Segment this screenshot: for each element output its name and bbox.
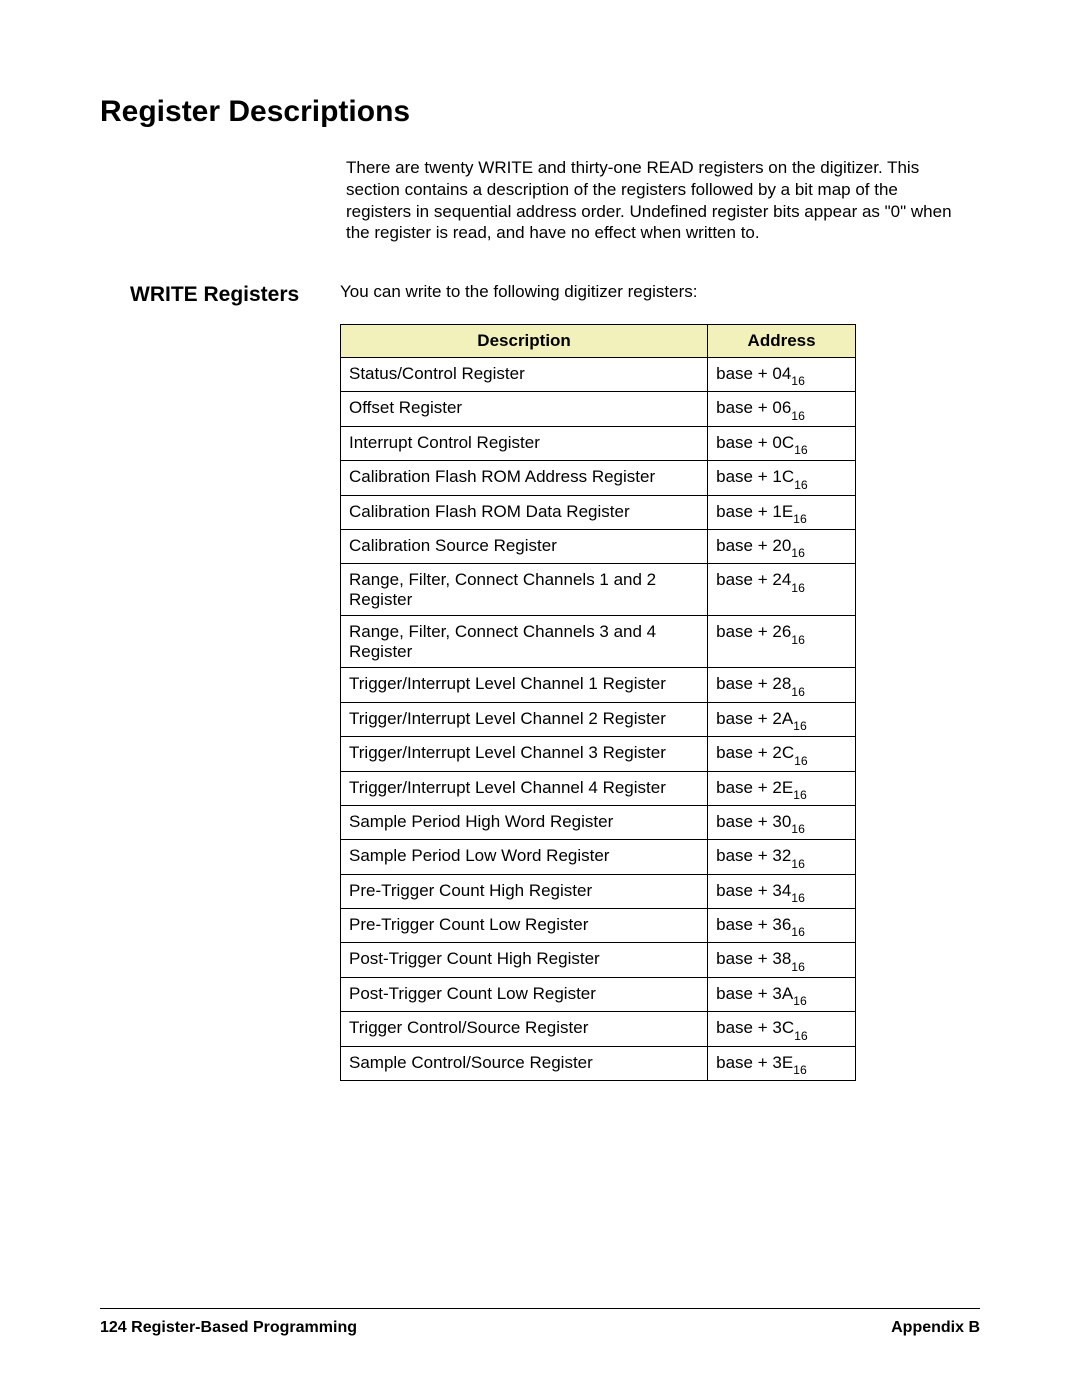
cell-address: base + 3A16: [708, 977, 856, 1011]
cell-description: Range, Filter, Connect Channels 1 and 2 …: [341, 564, 708, 616]
table-row: Trigger/Interrupt Level Channel 1 Regist…: [341, 668, 856, 702]
cell-address: base + 2A16: [708, 702, 856, 736]
table-row: Offset Registerbase + 0616: [341, 392, 856, 426]
page: Register Descriptions There are twenty W…: [0, 0, 1080, 1397]
footer-row: 124 Register-Based Programming Appendix …: [100, 1319, 980, 1337]
table-row: Range, Filter, Connect Channels 1 and 2 …: [341, 564, 856, 616]
table-row: Interrupt Control Registerbase + 0C16: [341, 426, 856, 460]
cell-description: Post-Trigger Count High Register: [341, 943, 708, 977]
cell-description: Calibration Flash ROM Address Register: [341, 461, 708, 495]
cell-description: Trigger/Interrupt Level Channel 2 Regist…: [341, 702, 708, 736]
cell-description: Sample Control/Source Register: [341, 1046, 708, 1080]
table-row: Post-Trigger Count High Registerbase + 3…: [341, 943, 856, 977]
cell-address: base + 3016: [708, 805, 856, 839]
cell-address: base + 0616: [708, 392, 856, 426]
cell-address: base + 2E16: [708, 771, 856, 805]
col-header-address: Address: [708, 325, 856, 358]
cell-address: base + 3816: [708, 943, 856, 977]
footer-left-text: Register-Based Programming: [131, 1319, 357, 1336]
cell-address: base + 2616: [708, 616, 856, 668]
cell-description: Range, Filter, Connect Channels 3 and 4 …: [341, 616, 708, 668]
cell-address: base + 1C16: [708, 461, 856, 495]
cell-description: Trigger/Interrupt Level Channel 1 Regist…: [341, 668, 708, 702]
table-row: Sample Period Low Word Registerbase + 32…: [341, 840, 856, 874]
table-row: Calibration Flash ROM Data Registerbase …: [341, 495, 856, 529]
table-row: Status/Control Registerbase + 0416: [341, 358, 856, 392]
cell-address: base + 3216: [708, 840, 856, 874]
table-row: Trigger/Interrupt Level Channel 4 Regist…: [341, 771, 856, 805]
cell-address: base + 3616: [708, 909, 856, 943]
section-body: You can write to the following digitizer…: [340, 282, 980, 1081]
intro-paragraph: There are twenty WRITE and thirty-one RE…: [346, 157, 956, 244]
cell-description: Pre-Trigger Count High Register: [341, 874, 708, 908]
table-row: Calibration Source Registerbase + 2016: [341, 529, 856, 563]
cell-address: base + 3E16: [708, 1046, 856, 1080]
table-row: Trigger/Interrupt Level Channel 2 Regist…: [341, 702, 856, 736]
cell-address: base + 2016: [708, 529, 856, 563]
col-header-description: Description: [341, 325, 708, 358]
cell-address: base + 2C16: [708, 737, 856, 771]
write-registers-table: Description Address Status/Control Regis…: [340, 324, 856, 1081]
section-heading: WRITE Registers: [100, 282, 340, 307]
cell-description: Post-Trigger Count Low Register: [341, 977, 708, 1011]
cell-address: base + 1E16: [708, 495, 856, 529]
page-number: 124: [100, 1319, 127, 1336]
page-title: Register Descriptions: [100, 95, 980, 129]
cell-description: Offset Register: [341, 392, 708, 426]
cell-description: Trigger Control/Source Register: [341, 1012, 708, 1046]
cell-description: Sample Period High Word Register: [341, 805, 708, 839]
cell-address: base + 3416: [708, 874, 856, 908]
table-row: Calibration Flash ROM Address Registerba…: [341, 461, 856, 495]
table-row: Range, Filter, Connect Channels 3 and 4 …: [341, 616, 856, 668]
table-row: Trigger/Interrupt Level Channel 3 Regist…: [341, 737, 856, 771]
table-row: Pre-Trigger Count Low Registerbase + 361…: [341, 909, 856, 943]
cell-description: Calibration Source Register: [341, 529, 708, 563]
footer-rule: [100, 1308, 980, 1309]
cell-description: Interrupt Control Register: [341, 426, 708, 460]
section-lead: You can write to the following digitizer…: [340, 282, 980, 302]
cell-address: base + 0C16: [708, 426, 856, 460]
cell-address: base + 2816: [708, 668, 856, 702]
cell-description: Pre-Trigger Count Low Register: [341, 909, 708, 943]
page-footer: 124 Register-Based Programming Appendix …: [100, 1308, 980, 1337]
cell-description: Calibration Flash ROM Data Register: [341, 495, 708, 529]
table-row: Pre-Trigger Count High Registerbase + 34…: [341, 874, 856, 908]
cell-address: base + 0416: [708, 358, 856, 392]
cell-address: base + 2416: [708, 564, 856, 616]
table-row: Sample Control/Source Registerbase + 3E1…: [341, 1046, 856, 1080]
table-row: Trigger Control/Source Registerbase + 3C…: [341, 1012, 856, 1046]
cell-address: base + 3C16: [708, 1012, 856, 1046]
table-header-row: Description Address: [341, 325, 856, 358]
cell-description: Trigger/Interrupt Level Channel 4 Regist…: [341, 771, 708, 805]
table-row: Sample Period High Word Registerbase + 3…: [341, 805, 856, 839]
table-row: Post-Trigger Count Low Registerbase + 3A…: [341, 977, 856, 1011]
footer-right: Appendix B: [891, 1319, 980, 1337]
write-registers-section: WRITE Registers You can write to the fol…: [100, 282, 980, 1081]
cell-description: Trigger/Interrupt Level Channel 3 Regist…: [341, 737, 708, 771]
footer-left: 124 Register-Based Programming: [100, 1319, 357, 1337]
cell-description: Sample Period Low Word Register: [341, 840, 708, 874]
cell-description: Status/Control Register: [341, 358, 708, 392]
